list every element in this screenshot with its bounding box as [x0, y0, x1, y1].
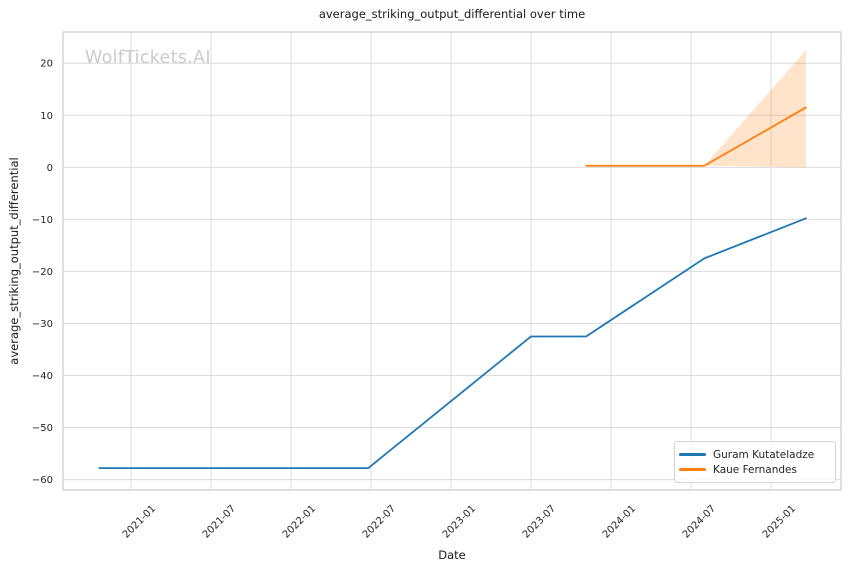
x-tick-label: 2024-07 [681, 503, 718, 540]
y-tick-label: 0 [47, 163, 53, 174]
plot-frame [62, 31, 842, 491]
y-tick-label: −10 [32, 215, 53, 226]
legend-entry: Kaue Fernandes [679, 462, 827, 477]
x-tick-label: 2022-07 [361, 503, 398, 540]
x-axis-label: Date [438, 548, 466, 562]
y-tick-label: −30 [32, 319, 53, 330]
x-tick-label: 2022-01 [281, 503, 318, 540]
y-tick-label: −60 [32, 475, 53, 486]
y-tick-label: −40 [32, 371, 53, 382]
y-tick-label: 20 [40, 59, 53, 70]
y-tick-label: 10 [40, 111, 53, 122]
x-tick-label: 2023-01 [441, 503, 478, 540]
legend-line-swatch-orange [679, 468, 706, 471]
series-line [585, 106, 807, 167]
series-line [98, 217, 807, 470]
x-tick-label: 2023-07 [521, 503, 558, 540]
legend-label: Guram Kutateladze [713, 448, 815, 461]
x-tick-label: 2021-07 [201, 503, 238, 540]
legend-label: Kaue Fernandes [713, 463, 797, 476]
legend-line-swatch-blue [679, 453, 706, 456]
x-tick-label: 2025-01 [761, 503, 798, 540]
confidence-band [704, 50, 806, 168]
x-tick-label: 2024-01 [601, 503, 638, 540]
y-tick-label: −20 [32, 267, 53, 278]
legend: Guram Kutateladze Kaue Fernandes [674, 441, 836, 483]
legend-entry: Guram Kutateladze [679, 447, 827, 462]
chart-title: average_striking_output_differential ove… [318, 7, 586, 21]
x-tick-label: 2021-01 [121, 503, 158, 540]
y-tick-label: −50 [32, 423, 53, 434]
